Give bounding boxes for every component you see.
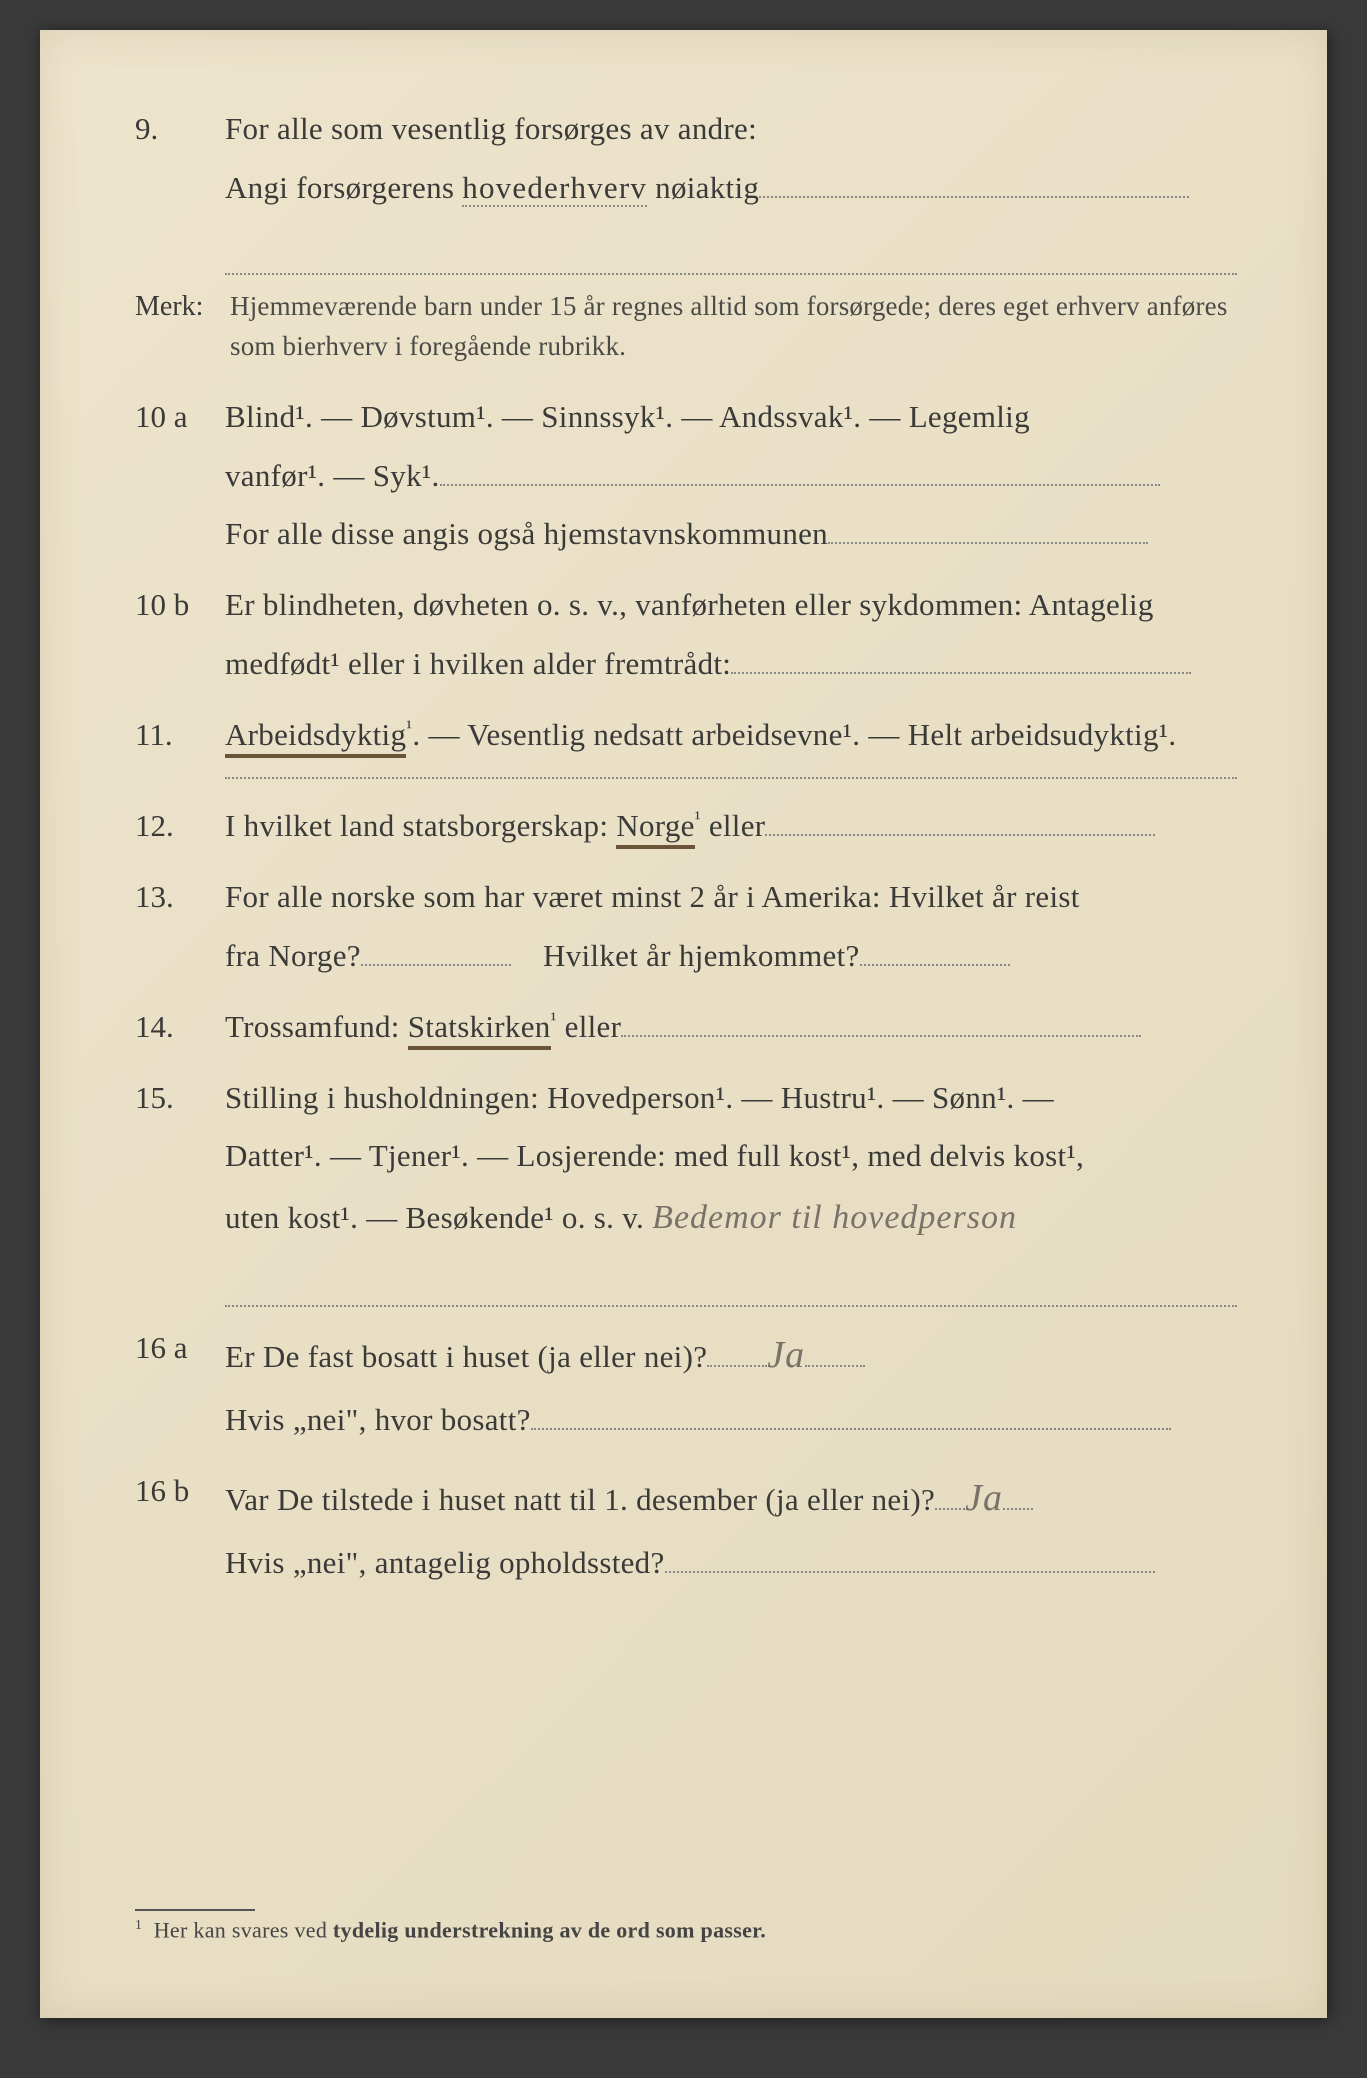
q16b-number: 16 b [135, 1462, 225, 1593]
q16a-blank1a[interactable] [707, 1365, 767, 1367]
q15-body: Stilling i husholdningen: Hovedperson¹. … [225, 1069, 1237, 1307]
footnote-num: 1 [135, 1917, 142, 1932]
q16a-number: 16 a [135, 1319, 225, 1450]
q9-line2a: Angi forsørgerens [225, 170, 462, 205]
question-16b: 16 b Var De tilstede i huset natt til 1.… [135, 1462, 1237, 1593]
question-10a: 10 a Blind¹. — Døvstum¹. — Sinnssyk¹. — … [135, 388, 1237, 565]
q12-number: 12. [135, 797, 225, 856]
q16a-line2: Hvis „nei", hvor bosatt? [225, 1402, 531, 1437]
q11-body: Arbeidsdyktig¹. — Vesentlig nedsatt arbe… [225, 706, 1237, 765]
q10a-line3: For alle disse angis også hjemstavnskomm… [225, 516, 828, 551]
merk-text: Hjemmeværende barn under 15 år regnes al… [230, 287, 1237, 365]
q16a-answer: Ja [767, 1334, 805, 1376]
q16a-blank2[interactable] [531, 1428, 1171, 1430]
q13-blank1[interactable] [361, 964, 511, 966]
q9-hovederhverv: hovederhverv [462, 170, 647, 207]
q10b-line2: medfødt¹ eller i hvilken alder fremtrådt… [225, 646, 731, 681]
q12-blank[interactable] [765, 834, 1155, 836]
q14-text2: eller [557, 1009, 622, 1044]
q14-blank[interactable] [621, 1035, 1141, 1037]
q10a-line2: vanfør¹. — Syk¹. [225, 458, 440, 493]
q10b-blank[interactable] [731, 672, 1191, 674]
question-9: 9. For alle som vesentlig forsørges av a… [135, 100, 1237, 275]
question-12: 12. I hvilket land statsborgerskap: Norg… [135, 797, 1237, 856]
q9-number: 9. [135, 100, 225, 275]
q13-line1: For alle norske som har været minst 2 år… [225, 879, 1080, 914]
q12-body: I hvilket land statsborgerskap: Norge¹ e… [225, 797, 1237, 856]
q11-arbeidsdyktig: Arbeidsdyktig [225, 717, 406, 758]
q13-line2a: fra Norge? [225, 938, 361, 973]
q14-number: 14. [135, 998, 225, 1057]
q16b-blank1b[interactable] [1003, 1508, 1033, 1510]
footnote-bold: tydelig understrekning av de ord som pas… [333, 1917, 766, 1942]
q12-text1: I hvilket land statsborgerskap: [225, 808, 616, 843]
q13-number: 13. [135, 868, 225, 986]
q16a-blank1b[interactable] [805, 1365, 865, 1367]
q10a-body: Blind¹. — Døvstum¹. — Sinnssyk¹. — Andss… [225, 388, 1237, 565]
q15-line3a: uten kost¹. — Besøkende¹ o. s. v. [225, 1200, 644, 1235]
q15-line2: Datter¹. — Tjener¹. — Losjerende: med fu… [225, 1138, 1084, 1173]
q16b-body: Var De tilstede i huset natt til 1. dese… [225, 1462, 1237, 1593]
q16b-line1: Var De tilstede i huset natt til 1. dese… [225, 1482, 935, 1517]
footnote-text: 1 Her kan svares ved tydelig understrekn… [135, 1917, 1237, 1943]
q16a-body: Er De fast bosatt i huset (ja eller nei)… [225, 1319, 1237, 1450]
q13-line2b: Hvilket år hjemkommet? [543, 938, 860, 973]
q9-line1: For alle som vesentlig forsørges av andr… [225, 111, 757, 146]
footnote-area: 1 Her kan svares ved tydelig understrekn… [135, 1909, 1237, 1943]
q9-blank[interactable] [759, 196, 1189, 198]
q14-body: Trossamfund: Statskirken¹ eller [225, 998, 1237, 1057]
census-form-page: 9. For alle som vesentlig forsørges av a… [40, 30, 1327, 2018]
q10a-blank1[interactable] [440, 484, 1160, 486]
q10a-number: 10 a [135, 388, 225, 565]
q16b-line2: Hvis „nei", antagelig opholdssted? [225, 1545, 665, 1580]
divider-after-11 [225, 777, 1237, 779]
footnote-text1: Her kan svares ved [154, 1917, 333, 1942]
q13-blank2[interactable] [860, 964, 1010, 966]
q11-number: 11. [135, 706, 225, 765]
q10a-blank2[interactable] [828, 542, 1148, 544]
q9-blank-line[interactable] [225, 224, 1237, 276]
q13-body: For alle norske som har været minst 2 år… [225, 868, 1237, 986]
q15-line1: Stilling i husholdningen: Hovedperson¹. … [225, 1080, 1054, 1115]
q16a-line1: Er De fast bosatt i huset (ja eller nei)… [225, 1339, 707, 1374]
q10b-body: Er blindheten, døvheten o. s. v., vanfør… [225, 576, 1237, 694]
merk-label: Merk: [135, 287, 230, 365]
q11-rest: . — Vesentlig nedsatt arbeidsevne¹. — He… [412, 717, 1176, 752]
q12-text2: eller [701, 808, 766, 843]
q9-line2c: nøiaktig [647, 170, 759, 205]
q10b-line1: Er blindheten, døvheten o. s. v., vanfør… [225, 587, 1154, 622]
question-15: 15. Stilling i husholdningen: Hovedperso… [135, 1069, 1237, 1307]
q14-text1: Trossamfund: [225, 1009, 408, 1044]
question-13: 13. For alle norske som har været minst … [135, 868, 1237, 986]
note-merk: Merk: Hjemmeværende barn under 15 år reg… [135, 287, 1237, 365]
q16b-blank2[interactable] [665, 1571, 1155, 1573]
q15-handwritten-answer: Bedemor til hovedperson [652, 1199, 1017, 1236]
q9-body: For alle som vesentlig forsørges av andr… [225, 100, 1237, 275]
question-11: 11. Arbeidsdyktig¹. — Vesentlig nedsatt … [135, 706, 1237, 765]
q12-norge: Norge [616, 808, 694, 849]
q10b-number: 10 b [135, 576, 225, 694]
q14-statskirken: Statskirken [408, 1009, 551, 1050]
q16b-answer: Ja [965, 1477, 1003, 1519]
footnote-rule [135, 1909, 255, 1911]
q15-number: 15. [135, 1069, 225, 1307]
q16b-blank1a[interactable] [935, 1508, 965, 1510]
question-16a: 16 a Er De fast bosatt i huset (ja eller… [135, 1319, 1237, 1450]
question-10b: 10 b Er blindheten, døvheten o. s. v., v… [135, 576, 1237, 694]
question-14: 14. Trossamfund: Statskirken¹ eller [135, 998, 1237, 1057]
q10a-line1: Blind¹. — Døvstum¹. — Sinnssyk¹. — Andss… [225, 399, 1030, 434]
q15-blank-line[interactable] [225, 1255, 1237, 1307]
